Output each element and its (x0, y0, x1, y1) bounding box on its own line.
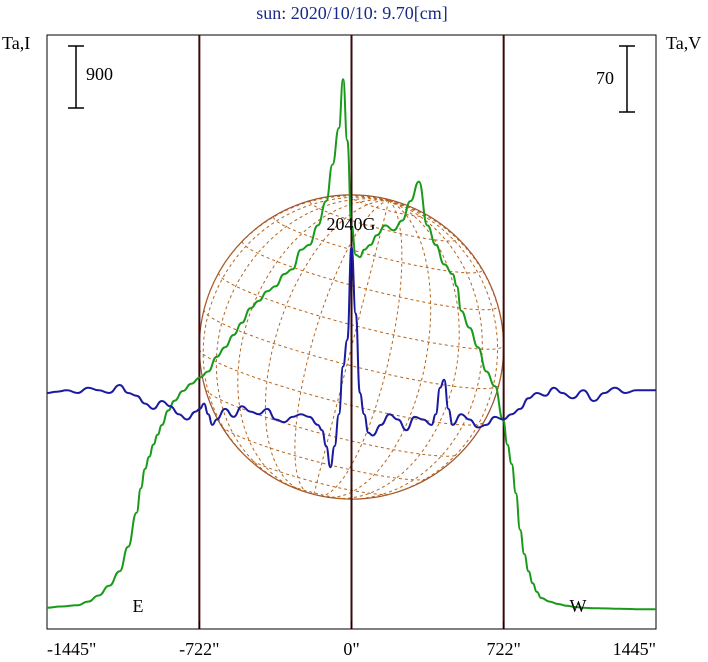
x-tick-label: -1445" (47, 639, 96, 659)
x-tick-label: -722" (179, 639, 219, 659)
longitude-line (202, 196, 389, 464)
right-scale-value: 70 (596, 68, 614, 88)
chart-title: sun: 2020/10/10: 9.70[cm] (256, 3, 448, 23)
x-tick-label: 722" (486, 639, 520, 659)
series-intensity-line (46, 78, 656, 611)
longitude-line (382, 200, 499, 497)
marker-lines (198, 35, 505, 629)
left-scale-bar (68, 45, 84, 109)
x-tick-label: 0" (343, 639, 359, 659)
west-label: W (570, 596, 587, 616)
series-polarization-line (46, 245, 657, 469)
longitude-line (237, 199, 389, 488)
x-tick-label: 1445" (613, 639, 656, 659)
latitude-line (280, 481, 349, 500)
latitude-line (348, 195, 427, 217)
peak-annotation: 2040G (327, 214, 376, 234)
left-axis-label: Ta,I (2, 33, 30, 53)
longitude-line (264, 200, 389, 492)
left-scale-value: 900 (86, 64, 113, 84)
latitude-line (198, 349, 485, 426)
right-scale-bar (619, 45, 635, 113)
longitude-line (325, 200, 432, 498)
latitude-line (273, 216, 483, 274)
longitude-line (388, 200, 505, 385)
right-axis-label: Ta,V (666, 33, 701, 53)
latitude-line (221, 425, 428, 481)
x-axis-ticks: -1445" -722" 0" 722" 1445" (46, 621, 657, 659)
east-label: E (133, 596, 144, 616)
